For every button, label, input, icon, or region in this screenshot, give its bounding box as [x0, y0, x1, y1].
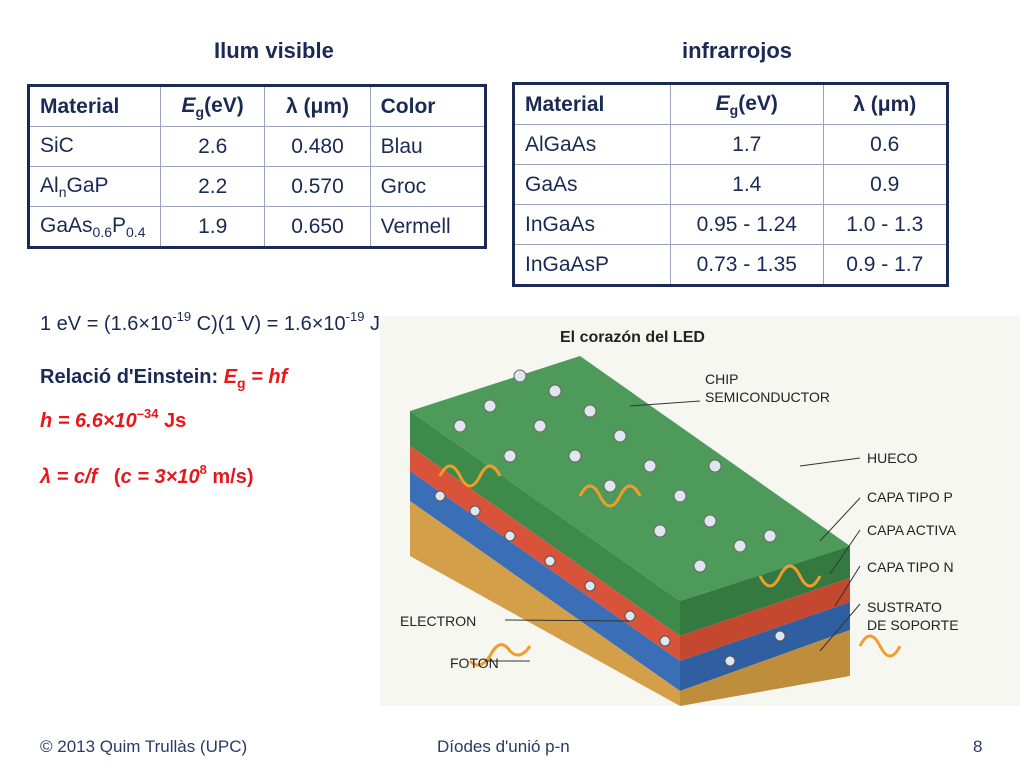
active-layer-front — [410, 446, 680, 661]
label-capa-activa: CAPA ACTIVA — [867, 522, 957, 538]
visible-light-title: Ilum visible — [214, 38, 334, 63]
table-header-row: Material Eg(eV) λ (μm) — [513, 83, 949, 125]
led-diagram: El corazón del LED — [380, 316, 1020, 706]
table-row: GaAs 1.4 0.9 — [513, 164, 949, 205]
header-eg: Eg(eV) — [159, 85, 266, 127]
color-cell: Groc — [369, 166, 487, 207]
header-lambda: λ (μm) — [822, 83, 949, 125]
header-material: Material — [28, 85, 161, 127]
n-layer-side — [680, 602, 850, 691]
label-semiconductor: SEMICONDUCTOR — [705, 389, 830, 405]
header-lambda: λ (μm) — [264, 85, 371, 127]
eg-cell: 1.4 — [670, 164, 824, 205]
material-cell: GaAs0.6P0.4 — [28, 206, 161, 248]
label-capa-p: CAPA TIPO P — [867, 489, 953, 505]
material-cell: AlnGaP — [28, 166, 161, 207]
substrate-front — [410, 501, 680, 706]
electrons — [434, 490, 786, 667]
color-cell: Blau — [369, 126, 487, 167]
lambda-cell: 0.480 — [264, 126, 371, 167]
wavelength-relation: λ = c/f (c = 3×108 m/s) — [40, 462, 254, 488]
footer-title: Díodes d'unió p-n — [437, 737, 570, 756]
einstein-relation: Relació d'Einstein: Eg = hf — [40, 366, 288, 391]
material-cell: InGaAs — [513, 204, 671, 245]
eg-cell: 2.2 — [159, 166, 266, 207]
n-layer-front — [410, 471, 680, 691]
substrate-side — [680, 630, 850, 706]
eg-cell: 0.95 - 1.24 — [670, 204, 824, 245]
color-cell: Vermell — [369, 206, 487, 248]
diagram-title: El corazón del LED — [560, 329, 705, 346]
planck-constant: h = 6.6×10–34 Js — [40, 406, 187, 432]
label-sustrato: SUSTRATO — [867, 599, 942, 615]
table-row: InGaAs 0.95 - 1.24 1.0 - 1.3 — [513, 204, 949, 245]
header-material: Material — [513, 83, 671, 125]
material-cell: SiC — [28, 126, 161, 167]
table-row: SiC 2.6 0.480 Blau — [28, 126, 487, 167]
p-layer-front — [410, 411, 680, 636]
label-chip: CHIP — [705, 371, 738, 387]
table-header-row: Material Eg(eV) λ (μm) Color — [28, 85, 487, 127]
material-cell: InGaAsP — [513, 244, 671, 286]
active-layer-side — [680, 578, 850, 661]
leader-lines — [485, 400, 861, 662]
lambda-cell: 0.650 — [264, 206, 371, 248]
page-number: 8 — [973, 737, 983, 756]
p-layer-side — [680, 546, 850, 636]
header-color: Color — [369, 85, 487, 127]
eg-cell: 1.9 — [159, 206, 266, 248]
infrared-table: Material Eg(eV) λ (μm) AlGaAs 1.7 0.6 Ga… — [512, 82, 949, 287]
table-row: GaAs0.6P0.4 1.9 0.650 Vermell — [28, 206, 487, 248]
table-row: AlGaAs 1.7 0.6 — [513, 124, 949, 165]
header-eg: Eg(eV) — [670, 83, 824, 125]
infrared-title: infrarrojos — [682, 38, 793, 63]
eg-cell: 1.7 — [670, 124, 824, 165]
lambda-cell: 0.570 — [264, 166, 371, 207]
ev-conversion: 1 eV = (1.6×10-19 C)(1 V) = 1.6×10-19 J — [40, 309, 381, 335]
eg-cell: 0.73 - 1.35 — [670, 244, 824, 286]
table-row: AlnGaP 2.2 0.570 Groc — [28, 166, 487, 207]
material-cell: GaAs — [513, 164, 671, 205]
photons — [438, 464, 902, 667]
table-row: InGaAsP 0.73 - 1.35 0.9 - 1.7 — [513, 244, 949, 286]
eg-cell: 2.6 — [159, 126, 266, 167]
label-electron: ELECTRON — [400, 613, 476, 629]
label-de-soporte: DE SOPORTE — [867, 617, 959, 633]
label-capa-n: CAPA TIPO N — [867, 559, 954, 575]
footer-copyright: © 2013 Quim Trullàs (UPC) — [40, 737, 248, 756]
lambda-cell: 0.9 — [822, 164, 949, 205]
material-cell: AlGaAs — [513, 124, 671, 165]
holes — [453, 369, 777, 573]
lambda-cell: 0.9 - 1.7 — [822, 244, 949, 286]
label-foton: FOTON — [450, 655, 499, 671]
label-hueco: HUECO — [867, 450, 918, 466]
lambda-cell: 1.0 - 1.3 — [822, 204, 949, 245]
visible-table: Material Eg(eV) λ (μm) Color SiC 2.6 0.4… — [27, 84, 487, 249]
lambda-cell: 0.6 — [822, 124, 949, 165]
